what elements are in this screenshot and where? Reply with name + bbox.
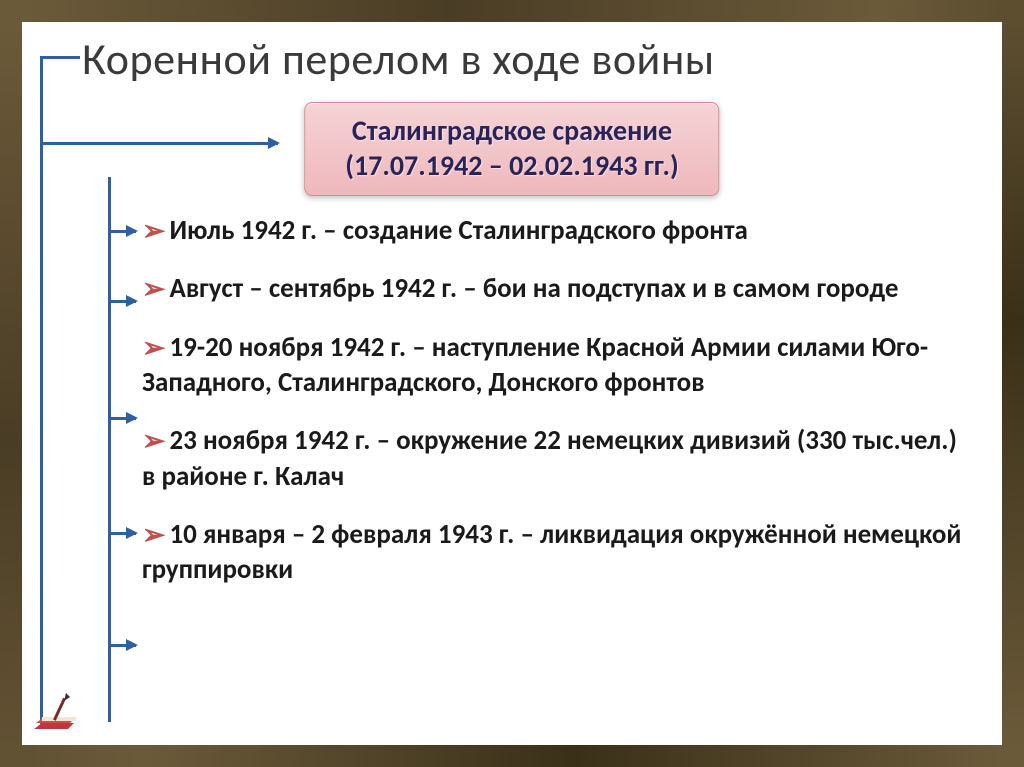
list-item: ➢Июль 1942 г. – создание Сталинградского… xyxy=(142,212,962,248)
list-item: ➢23 ноября 1942 г. – окружение 22 немецк… xyxy=(142,422,962,493)
chevron-icon: ➢ xyxy=(142,423,165,458)
connector-line xyxy=(40,56,43,724)
list-item: ➢10 января – 2 февраля 1943 г. – ликвида… xyxy=(142,516,962,587)
chevron-icon: ➢ xyxy=(142,271,165,306)
connector-line xyxy=(40,56,80,59)
connector-line xyxy=(108,177,111,722)
arrow-to-badge xyxy=(40,142,278,145)
book-icon xyxy=(28,687,96,739)
badge-title: Сталинградское сражение xyxy=(345,113,678,148)
slide-title: Коренной перелом в ходе войны xyxy=(82,32,982,86)
arrow-to-item xyxy=(108,417,136,420)
bullet-list: ➢Июль 1942 г. – создание Сталинградского… xyxy=(142,212,962,587)
arrow-to-item xyxy=(108,644,136,647)
chevron-icon: ➢ xyxy=(142,517,165,552)
chevron-icon: ➢ xyxy=(142,330,165,365)
list-item: ➢Август – сентябрь 1942 г. – бои на подс… xyxy=(142,270,962,306)
list-item-text: Июль 1942 г. – создание Сталинградского … xyxy=(169,214,747,247)
topic-badge: Сталинградское сражение (17.07.1942 – 02… xyxy=(304,102,719,196)
badge-dates: (17.07.1942 – 02.02.1943 гг.) xyxy=(345,148,678,183)
list-item-text: 23 ноября 1942 г. – окружение 22 немецки… xyxy=(142,424,957,492)
slide-inner: Коренной перелом в ходе войны Сталинград… xyxy=(22,22,1002,745)
arrow-to-item xyxy=(108,300,136,303)
list-item-text: 10 января – 2 февраля 1943 г. – ликвидац… xyxy=(142,518,961,586)
arrow-to-item xyxy=(108,230,136,233)
list-item-text: 19-20 ноября 1942 г. – наступление Красн… xyxy=(142,331,928,399)
list-item-text: Август – сентябрь 1942 г. – бои на подст… xyxy=(169,272,898,305)
arrow-to-item xyxy=(108,532,136,535)
slide-frame: Коренной перелом в ходе войны Сталинград… xyxy=(0,0,1024,767)
list-item: ➢19-20 ноября 1942 г. – наступление Крас… xyxy=(142,329,962,400)
chevron-icon: ➢ xyxy=(142,213,165,248)
